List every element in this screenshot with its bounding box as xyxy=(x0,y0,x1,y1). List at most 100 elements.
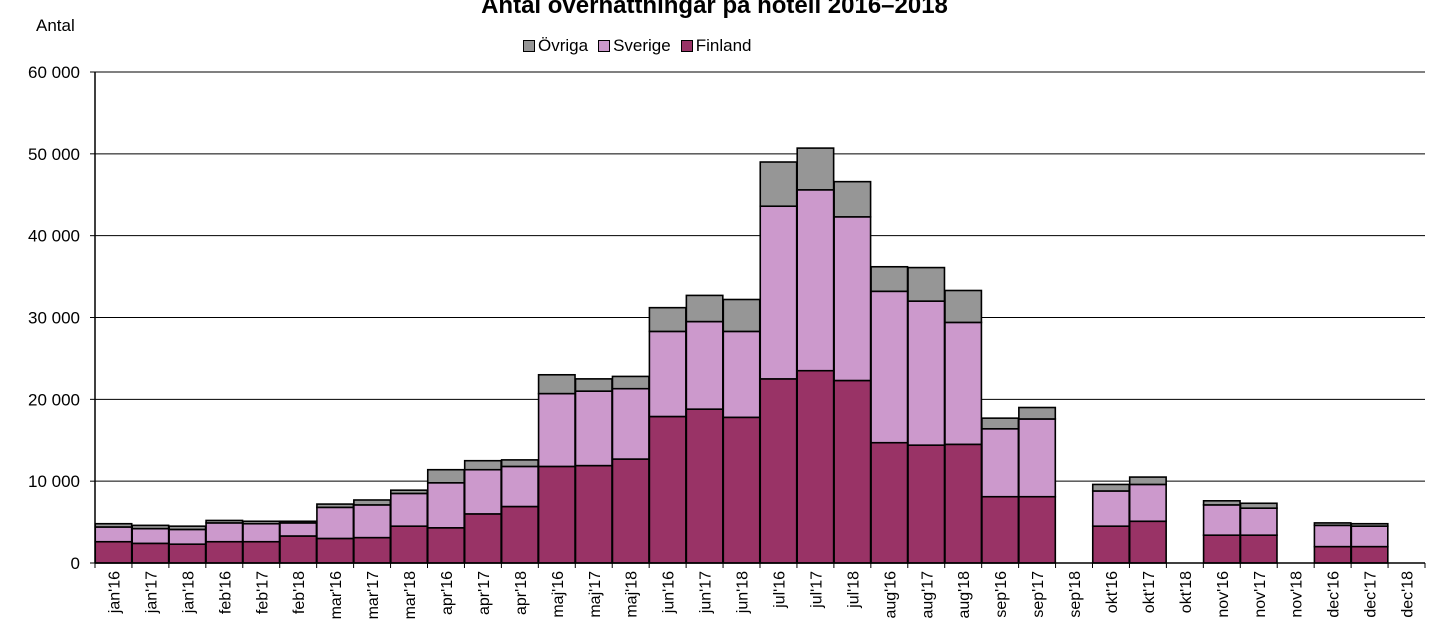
x-tick-label: apr'16 xyxy=(439,571,456,615)
x-tick-label: maj'17 xyxy=(587,571,604,618)
bar-segment-sverige xyxy=(981,427,1020,498)
bar-segment-finland xyxy=(981,495,1020,564)
bar-segment-finland xyxy=(611,458,650,564)
bar-segment-sverige xyxy=(426,482,465,529)
bar-segment-finland xyxy=(759,378,798,564)
bar-segment-finland xyxy=(796,369,835,564)
x-tick-label: feb'18 xyxy=(291,571,308,614)
bar-segment-finland xyxy=(1091,525,1130,564)
legend-label-sverige: Sverige xyxy=(613,36,671,55)
x-tick-label: dec'16 xyxy=(1326,571,1343,618)
x-tick-label: feb'16 xyxy=(217,571,234,614)
bar-segment-sverige xyxy=(131,527,170,545)
bar-segment-sverige xyxy=(722,330,761,419)
bar-segment-vriga xyxy=(316,503,355,509)
bar-segment-sverige xyxy=(94,526,133,543)
bar-segment-finland xyxy=(1018,495,1057,564)
bar-segment-sverige xyxy=(242,522,281,543)
y-tick-label: 60 000 xyxy=(28,63,80,82)
bar-segment-sverige xyxy=(390,492,429,527)
bar-segment-vriga xyxy=(94,522,133,528)
bar-segment-sverige xyxy=(205,522,244,543)
bar-segment-vriga xyxy=(833,180,872,218)
x-tick-label: maj'18 xyxy=(624,571,641,618)
bar-segment-vriga xyxy=(168,525,207,531)
x-tick-label: jan'16 xyxy=(106,571,123,614)
bar-segment-sverige xyxy=(316,506,355,540)
x-tick-label: dec'18 xyxy=(1400,571,1417,618)
bar-segment-vriga xyxy=(1018,406,1057,420)
x-tick-label: jul'17 xyxy=(808,571,825,609)
x-tick-labels: jan'16 jan'17 jan'18 feb'16 feb'17 feb'18 mar'… xyxy=(106,571,1416,620)
bar-segment-vriga xyxy=(1239,502,1278,509)
bar-segment-vriga xyxy=(796,147,835,191)
bars xyxy=(94,147,1389,564)
bar-segment-sverige xyxy=(1018,418,1057,498)
bar-segment-sverige xyxy=(1350,525,1389,548)
legend-item-sverige: Sverige xyxy=(598,36,671,56)
bar-segment-finland xyxy=(833,379,872,564)
bar-segment-sverige xyxy=(796,189,835,372)
bar-segment-vriga xyxy=(1313,522,1352,527)
bar-segment-vriga xyxy=(1202,500,1241,506)
bar-segment-sverige xyxy=(574,390,613,467)
bar-segment-finland xyxy=(1239,534,1278,564)
bar-segment-vriga xyxy=(722,298,761,333)
bar-segment-finland xyxy=(131,542,170,564)
bar-segment-vriga xyxy=(1128,476,1167,486)
y-tick-label: 0 xyxy=(71,554,80,573)
bar-segment-vriga xyxy=(463,459,502,471)
bar-segment-finland xyxy=(1350,545,1389,564)
bar-segment-sverige xyxy=(279,522,318,537)
bar-segment-finland xyxy=(279,535,318,564)
bar-segment-finland xyxy=(944,443,983,564)
bar-segment-sverige xyxy=(611,387,650,460)
x-tick-label: mar'16 xyxy=(328,571,345,620)
legend-item-ovriga: Övriga xyxy=(523,36,588,56)
x-tick-label: okt'16 xyxy=(1104,571,1121,613)
bar-segment-finland xyxy=(1128,520,1167,564)
bar-segment-sverige xyxy=(1239,507,1278,536)
bar-segment-sverige xyxy=(648,330,687,418)
bar-segment-sverige xyxy=(870,290,909,444)
y-tick-label: 30 000 xyxy=(28,309,80,328)
bar-segment-vriga xyxy=(574,378,613,392)
x-tick-label: okt'17 xyxy=(1141,571,1158,613)
gridlines xyxy=(95,71,1425,482)
bar-segment-finland xyxy=(94,540,133,564)
bar-segment-finland xyxy=(537,465,576,564)
bar-segment-vriga xyxy=(353,499,392,506)
x-tick-label: jan'18 xyxy=(180,571,197,614)
bar-segment-vriga xyxy=(981,417,1020,430)
bar-segment-vriga xyxy=(685,294,724,323)
x-tick-label: jan'17 xyxy=(143,571,160,614)
bar-segment-vriga xyxy=(279,520,318,524)
bar-segment-sverige xyxy=(537,392,576,468)
x-tick-label: nov'17 xyxy=(1252,571,1269,618)
x-tick-label: sep'16 xyxy=(993,571,1010,618)
chart-title: Antal övernattningar på hotell 2016–2018 xyxy=(481,0,948,19)
legend: Övriga Sverige Finland xyxy=(523,36,761,56)
x-tick-label: jul'16 xyxy=(771,571,788,609)
x-tick-label: jun'18 xyxy=(735,571,752,614)
x-tick-label: aug'16 xyxy=(882,571,899,619)
bar-segment-sverige xyxy=(759,205,798,380)
x-tick-label: apr'17 xyxy=(476,571,493,615)
y-axis-label: Antal xyxy=(36,16,75,35)
x-tick-label: aug'18 xyxy=(956,571,973,619)
x-tick-label: jun'17 xyxy=(698,571,715,614)
bar-segment-sverige xyxy=(168,528,207,545)
bar-segment-finland xyxy=(722,416,761,564)
x-tick-label: dec'17 xyxy=(1363,571,1380,618)
x-tick-label: aug'17 xyxy=(919,571,936,619)
bar-segment-finland xyxy=(648,415,687,564)
bar-segment-vriga xyxy=(1091,483,1130,492)
bar-segment-sverige xyxy=(1128,483,1167,523)
x-tick-label: okt'18 xyxy=(1178,571,1195,613)
x-tick-label: mar'17 xyxy=(365,571,382,620)
bar-segment-sverige xyxy=(1091,490,1130,527)
bar-segment-vriga xyxy=(870,265,909,293)
bar-segment-vriga xyxy=(648,306,687,333)
bar-segment-vriga xyxy=(205,519,244,524)
